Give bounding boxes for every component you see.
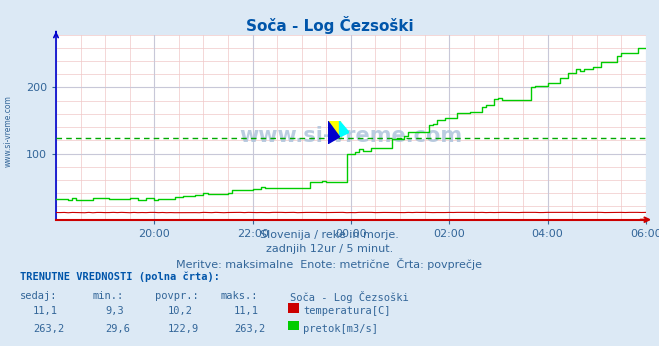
Text: sedaj:: sedaj: [20, 291, 57, 301]
Text: Soča - Log Čezsoški: Soča - Log Čezsoški [246, 16, 413, 34]
Text: 9,3: 9,3 [105, 306, 124, 316]
Text: min.:: min.: [92, 291, 123, 301]
Text: 263,2: 263,2 [33, 324, 64, 334]
Text: 10,2: 10,2 [168, 306, 193, 316]
Polygon shape [339, 121, 349, 137]
Text: 29,6: 29,6 [105, 324, 130, 334]
Text: www.si-vreme.com: www.si-vreme.com [3, 95, 13, 167]
Text: www.si-vreme.com: www.si-vreme.com [239, 126, 463, 146]
Text: maks.:: maks.: [221, 291, 258, 301]
Text: Soča - Log Čezsoški: Soča - Log Čezsoški [290, 291, 409, 303]
Polygon shape [328, 121, 339, 137]
Text: Meritve: maksimalne  Enote: metrične  Črta: povprečje: Meritve: maksimalne Enote: metrične Črta… [177, 258, 482, 270]
Text: pretok[m3/s]: pretok[m3/s] [303, 324, 378, 334]
Text: povpr.:: povpr.: [155, 291, 198, 301]
Text: 11,1: 11,1 [33, 306, 58, 316]
Text: 263,2: 263,2 [234, 324, 265, 334]
Text: temperatura[C]: temperatura[C] [303, 306, 391, 316]
Text: TRENUTNE VREDNOSTI (polna črta):: TRENUTNE VREDNOSTI (polna črta): [20, 272, 219, 282]
Text: 11,1: 11,1 [234, 306, 259, 316]
Text: zadnjih 12ur / 5 minut.: zadnjih 12ur / 5 minut. [266, 244, 393, 254]
Text: Slovenija / reke in morje.: Slovenija / reke in morje. [260, 230, 399, 240]
Polygon shape [328, 121, 339, 144]
Text: 122,9: 122,9 [168, 324, 199, 334]
